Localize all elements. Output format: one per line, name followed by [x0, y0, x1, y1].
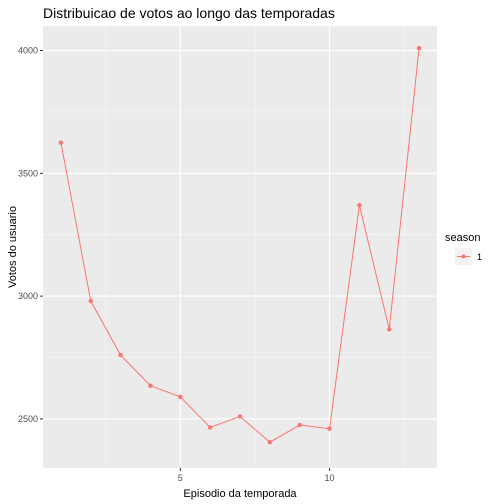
y-tick-label: 3500 — [18, 168, 38, 178]
y-tick-label: 2500 — [18, 414, 38, 424]
data-point — [416, 45, 422, 51]
legend: season 1 — [445, 232, 482, 265]
x-tick-label: 5 — [178, 473, 183, 483]
data-point — [207, 425, 213, 430]
data-point — [237, 414, 243, 419]
minor-gridlines — [43, 26, 437, 468]
data-point — [387, 327, 392, 332]
data-point — [118, 352, 123, 358]
plot-panel — [43, 26, 437, 468]
data-point — [88, 298, 93, 304]
major-gridlines — [43, 26, 437, 468]
data-point — [297, 422, 302, 428]
data-point — [357, 203, 362, 208]
y-tick-label: 3000 — [18, 291, 38, 301]
data-point — [327, 426, 332, 431]
legend-key-point — [461, 254, 466, 259]
data-point — [267, 440, 273, 445]
y-axis-title: Votos do usuario — [7, 206, 19, 288]
x-axis-title: Episodio da temporada — [183, 488, 297, 500]
data-point — [178, 394, 183, 399]
data-point — [58, 140, 64, 145]
y-tick-label: 4000 — [18, 46, 38, 56]
x-tick-label: 10 — [325, 473, 335, 483]
legend-label-season-1: 1 — [477, 252, 482, 262]
y-axis-ticks: 2500 3000 3500 4000 — [18, 46, 43, 424]
legend-title: season — [445, 232, 480, 244]
chart-title: Distribuicao de votos ao longo das tempo… — [43, 5, 335, 21]
x-axis-ticks: 5 10 — [178, 468, 335, 483]
data-point — [148, 383, 153, 388]
series-points — [58, 45, 422, 445]
